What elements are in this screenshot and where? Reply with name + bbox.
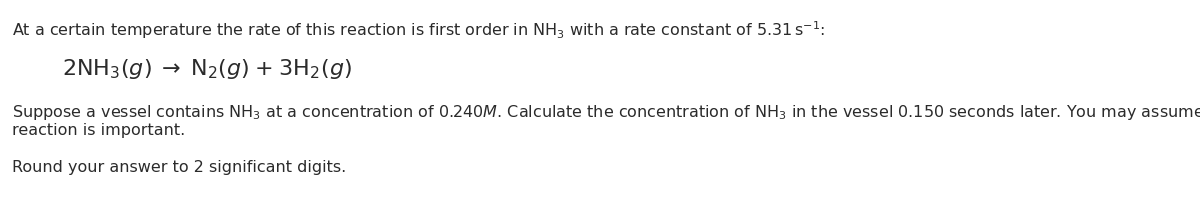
Text: reaction is important.: reaction is important. — [12, 123, 185, 138]
Text: Round your answer to 2 significant digits.: Round your answer to 2 significant digit… — [12, 160, 347, 175]
Text: $\mathrm{2NH_3}$$(g)$ $\rightarrow$ $\mathrm{N_2}$$(g)$ $+$ $\mathrm{3H_2}$$(g)$: $\mathrm{2NH_3}$$(g)$ $\rightarrow$ $\ma… — [62, 57, 352, 81]
Text: At a certain temperature the rate of this reaction is first order in $\mathregul: At a certain temperature the rate of thi… — [12, 19, 826, 41]
Text: Suppose a vessel contains $\mathregular{NH_3}$ at a concentration of 0.240$M$. C: Suppose a vessel contains $\mathregular{… — [12, 103, 1200, 122]
